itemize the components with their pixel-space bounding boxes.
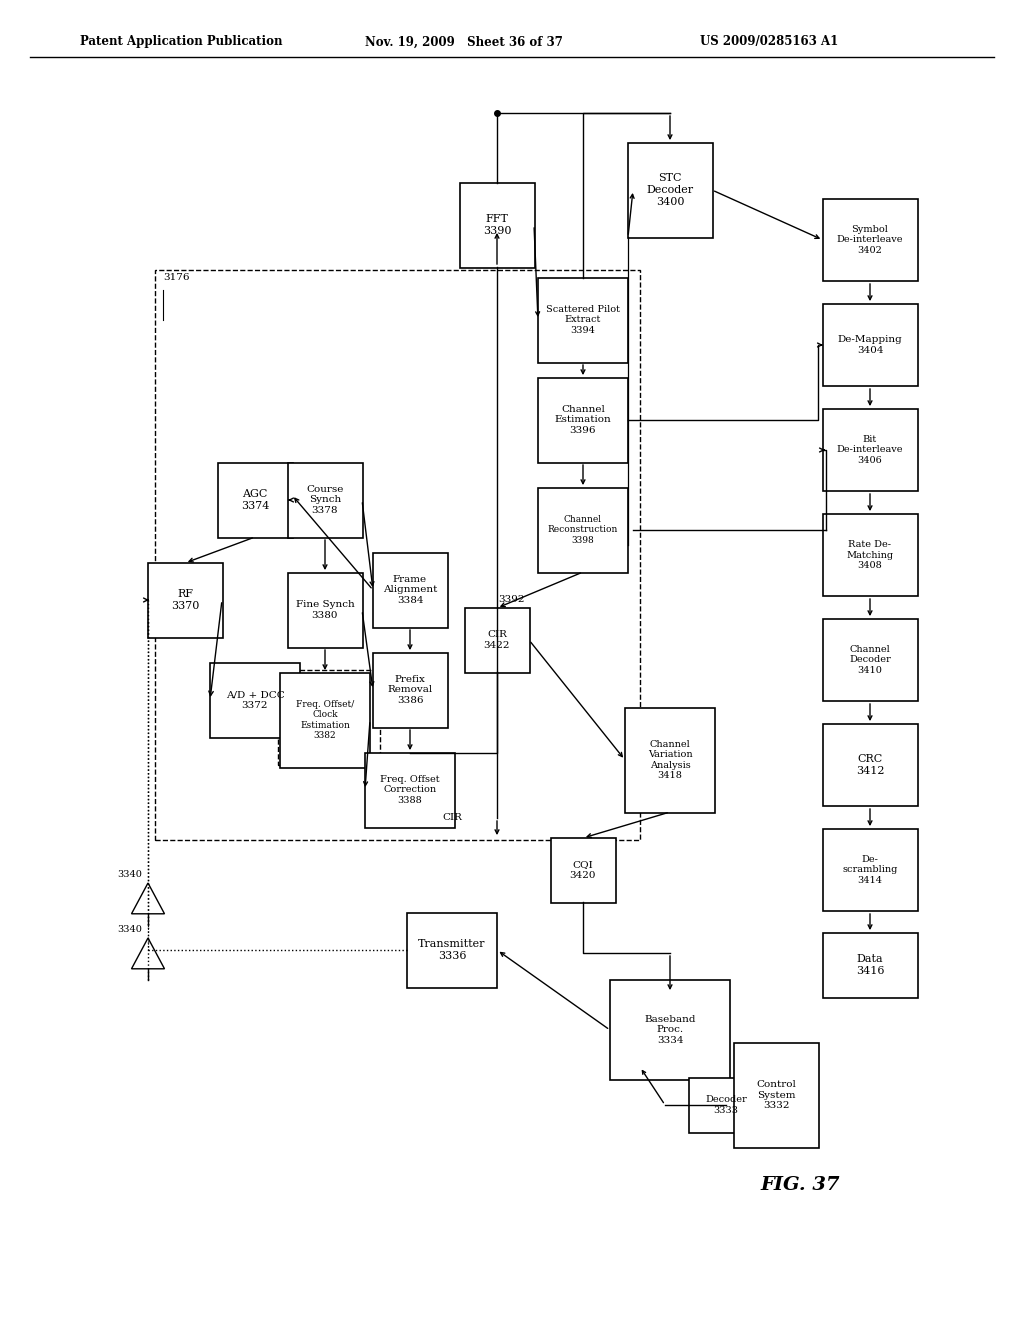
Text: 3392: 3392 <box>498 595 524 605</box>
Text: CIR: CIR <box>442 813 462 822</box>
Bar <box>628 143 713 238</box>
Text: Scattered Pilot
Extract
3394: Scattered Pilot Extract 3394 <box>546 305 620 335</box>
Bar <box>373 553 447 627</box>
Bar <box>373 652 447 727</box>
Text: Nov. 19, 2009   Sheet 36 of 37: Nov. 19, 2009 Sheet 36 of 37 <box>365 36 563 49</box>
Text: Freq. Offset/
Clock
Estimation
3382: Freq. Offset/ Clock Estimation 3382 <box>296 700 354 741</box>
Text: Channel
Decoder
3410: Channel Decoder 3410 <box>849 645 891 675</box>
Bar <box>822 199 918 281</box>
Text: Patent Application Publication: Patent Application Publication <box>80 36 283 49</box>
Bar <box>822 409 918 491</box>
Bar <box>217 462 293 537</box>
Text: CQI
3420: CQI 3420 <box>569 861 596 879</box>
Text: Fine Synch
3380: Fine Synch 3380 <box>296 601 354 619</box>
Text: 3340: 3340 <box>118 925 142 935</box>
Bar <box>688 1077 764 1133</box>
Text: Symbol
De-interleave
3402: Symbol De-interleave 3402 <box>837 226 903 255</box>
Text: Prefix
Removal
3386: Prefix Removal 3386 <box>387 675 432 705</box>
Text: Baseband
Proc.
3334: Baseband Proc. 3334 <box>644 1015 695 1045</box>
Bar <box>551 837 615 903</box>
Text: CIR
3422: CIR 3422 <box>483 630 510 649</box>
Bar <box>610 979 730 1080</box>
Bar <box>822 932 918 998</box>
Text: RF
3370: RF 3370 <box>171 589 200 611</box>
Text: AGC
3374: AGC 3374 <box>241 490 269 511</box>
Bar <box>288 462 362 537</box>
Text: STC
Decoder
3400: STC Decoder 3400 <box>646 173 693 207</box>
Text: Channel
Estimation
3396: Channel Estimation 3396 <box>555 405 611 434</box>
Text: Rate De-
Matching
3408: Rate De- Matching 3408 <box>847 540 894 570</box>
Bar <box>538 277 628 363</box>
Bar <box>460 182 535 268</box>
Bar <box>407 912 497 987</box>
Bar <box>538 378 628 462</box>
Bar <box>822 723 918 807</box>
Bar <box>210 663 300 738</box>
Text: Freq. Offset
Correction
3388: Freq. Offset Correction 3388 <box>380 775 440 805</box>
Bar <box>822 513 918 597</box>
Text: De-
scrambling
3414: De- scrambling 3414 <box>843 855 898 884</box>
Text: Course
Synch
3378: Course Synch 3378 <box>306 486 344 515</box>
Bar <box>822 304 918 385</box>
Text: Frame
Alignment
3384: Frame Alignment 3384 <box>383 576 437 605</box>
Text: Data
3416: Data 3416 <box>856 954 885 975</box>
Bar <box>822 829 918 911</box>
Text: Decoder
3333: Decoder 3333 <box>706 1096 746 1114</box>
Text: Control
System
3332: Control System 3332 <box>756 1080 796 1110</box>
Bar <box>288 573 362 648</box>
Bar <box>155 271 640 840</box>
Text: CRC
3412: CRC 3412 <box>856 754 885 776</box>
Text: 3176: 3176 <box>163 273 189 282</box>
Text: Transmitter
3336: Transmitter 3336 <box>418 940 485 961</box>
Text: 3340: 3340 <box>118 870 142 879</box>
Text: Channel
Reconstruction
3398: Channel Reconstruction 3398 <box>548 515 618 545</box>
Text: Channel
Variation
Analysis
3418: Channel Variation Analysis 3418 <box>648 741 692 780</box>
Bar <box>278 671 380 766</box>
Text: Bit
De-interleave
3406: Bit De-interleave 3406 <box>837 436 903 465</box>
Bar <box>147 562 222 638</box>
Bar <box>365 752 455 828</box>
Bar <box>625 708 715 813</box>
Text: FIG. 37: FIG. 37 <box>760 1176 840 1195</box>
Bar <box>822 619 918 701</box>
Bar <box>280 672 370 767</box>
Bar <box>538 487 628 573</box>
Bar <box>465 607 529 672</box>
Bar <box>733 1043 818 1147</box>
Text: De-Mapping
3404: De-Mapping 3404 <box>838 335 902 355</box>
Text: FFT
3390: FFT 3390 <box>482 214 511 236</box>
Text: US 2009/0285163 A1: US 2009/0285163 A1 <box>700 36 839 49</box>
Text: A/D + DCC
3372: A/D + DCC 3372 <box>225 690 285 710</box>
